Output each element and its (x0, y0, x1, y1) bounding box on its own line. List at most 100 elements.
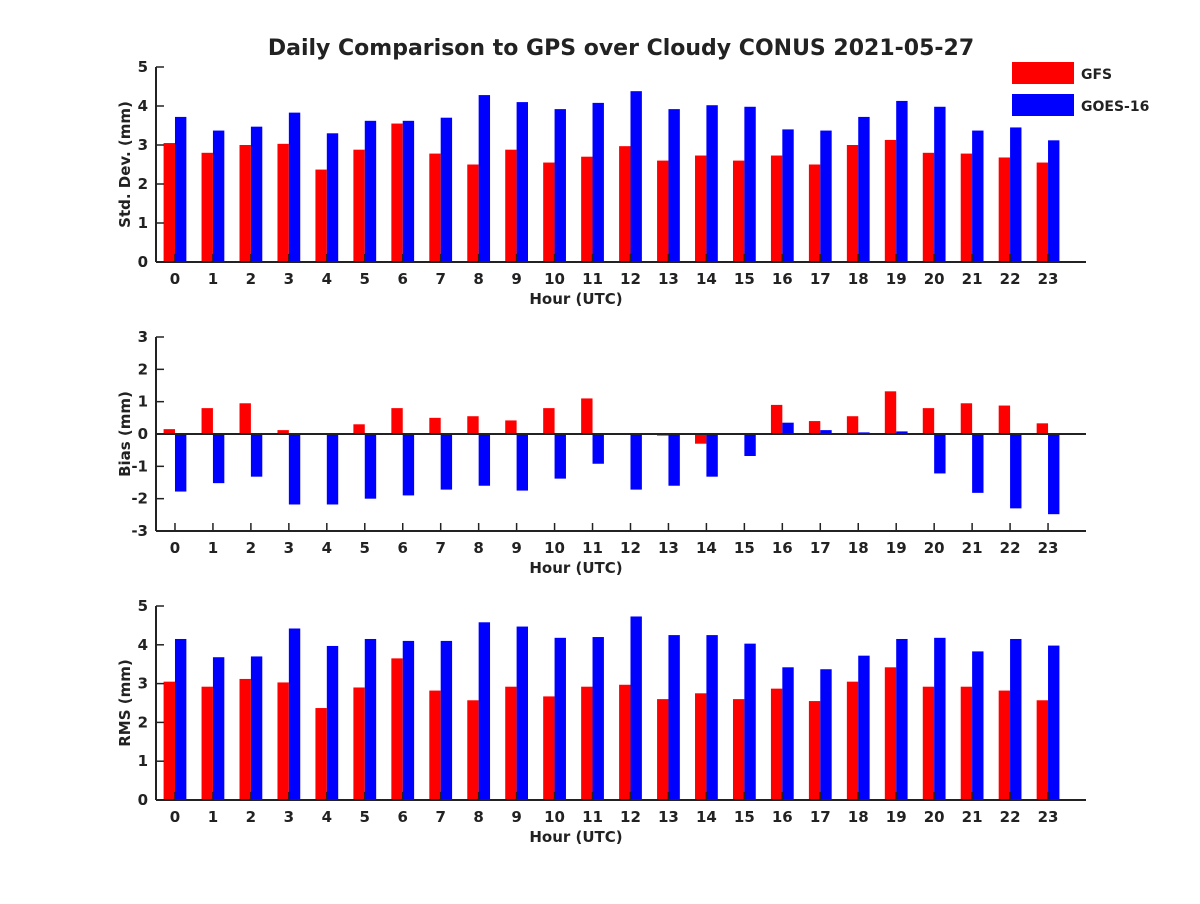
panel-rms-mm-xtick-label-0: 0 (170, 808, 180, 826)
panel-rms-mm-xtick-label-7: 7 (435, 808, 445, 826)
panel-bias-mm-bar-goes-16-hour-2 (250, 434, 263, 477)
panel-std-dev-mm-bar-goes-16-hour-19 (896, 100, 908, 263)
panel-std-dev-mm-xtick-label-20: 20 (924, 270, 945, 288)
panel-bias-mm-bar-goes-16-hour-9 (516, 434, 528, 491)
panel-std-dev-mm-bar-goes-16-hour-3 (288, 112, 301, 262)
panel-std-dev-mm-xtick-label-6: 6 (398, 270, 408, 288)
panel-bias-mm-bar-goes-16-hour-8 (478, 434, 491, 486)
panel-std-dev-mm-xtick-label-3: 3 (284, 270, 294, 288)
panel-bias-mm-xtick-label-12: 12 (620, 539, 641, 557)
panel-std-dev-mm-bar-gfs-hour-16 (770, 155, 783, 262)
panel-rms-mm-xtick-label-14: 14 (696, 808, 717, 826)
panel-bias-mm-xtick-label-15: 15 (734, 539, 755, 557)
panel-std-dev-mm-bar-goes-16-hour-22 (1010, 127, 1022, 262)
panel-rms-mm-bar-gfs-hour-20 (922, 686, 935, 800)
panel-std-dev-mm-bar-gfs-hour-3 (277, 143, 289, 262)
panel-rms-mm-bar-goes-16-hour-15 (744, 643, 756, 800)
panel-bias-mm-bar-gfs-hour-23 (1036, 423, 1049, 434)
panel-rms-mm-bar-goes-16-hour-23 (1048, 645, 1060, 800)
panel-bias-mm-bar-goes-16-hour-20 (934, 434, 946, 474)
panel-std-dev-mm-bar-goes-16-hour-18 (858, 116, 870, 262)
panel-bias-mm-xtick-label-11: 11 (582, 539, 603, 557)
panel-bias-mm-bar-goes-16-hour-3 (288, 434, 301, 505)
panel-rms-mm-xtick-label-22: 22 (1000, 808, 1021, 826)
panel-std-dev-mm-bar-gfs-hour-9 (505, 149, 517, 262)
legend-swatch-goes16 (1012, 94, 1074, 116)
panel-bias-mm-bar-gfs-hour-10 (543, 408, 555, 434)
panel-std-dev-mm-xtick-label-1: 1 (208, 270, 218, 288)
panel-rms-mm-bar-gfs-hour-0 (163, 681, 175, 800)
panel-std-dev-mm-bar-goes-16-hour-9 (516, 102, 528, 262)
panel-rms-mm-bar-gfs-hour-6 (391, 658, 403, 800)
panel-std-dev-mm-ytick-label-2: 2 (138, 175, 148, 193)
panel-bias-mm-bar-gfs-hour-2 (239, 403, 251, 434)
panel-bias-mm-bar-gfs-hour-16 (770, 404, 783, 434)
panel-rms-mm-xtick-label-13: 13 (658, 808, 679, 826)
panel-rms-mm-xtick-label-17: 17 (810, 808, 831, 826)
panel-rms-mm-bar-goes-16-hour-20 (934, 637, 946, 800)
panel-bias-mm-bar-gfs-hour-17 (808, 421, 821, 434)
panel-rms-mm-xtick-label-12: 12 (620, 808, 641, 826)
panel-rms-mm-xtick-label-1: 1 (208, 808, 218, 826)
panel-rms-mm-bar-gfs-hour-22 (998, 690, 1011, 800)
panel-rms-mm-bar-gfs-hour-15 (732, 699, 745, 800)
panel-rms-mm-bar-goes-16-hour-18 (858, 655, 870, 800)
panel-rms-mm-bar-goes-16-hour-8 (478, 622, 491, 800)
panel-std-dev-mm-bar-goes-16-hour-4 (326, 133, 339, 262)
panel-std-dev-mm-bar-gfs-hour-20 (922, 152, 935, 262)
panel-bias-mm-bar-gfs-hour-8 (467, 416, 479, 434)
panel-bias-mm-xtick-label-22: 22 (1000, 539, 1021, 557)
panel-rms-mm-bar-gfs-hour-9 (505, 686, 517, 800)
panel-bias-mm-bar-gfs-hour-22 (998, 405, 1011, 434)
panel-bias-mm-bar-gfs-hour-3 (277, 430, 289, 434)
panel-std-dev-mm-bar-goes-16-hour-17 (820, 130, 832, 262)
panel-bias-mm-ytick-label-1: 1 (138, 393, 148, 411)
panel-std-dev-mm-ytick-label-4: 4 (138, 97, 148, 115)
panel-bias-mm-xtick-label-3: 3 (284, 539, 294, 557)
panel-rms-mm-bar-goes-16-hour-4 (326, 645, 339, 800)
panel-std-dev-mm-bar-gfs-hour-11 (581, 156, 593, 262)
panel-rms-mm-xtick-label-6: 6 (398, 808, 408, 826)
panel-rms-mm-bar-goes-16-hour-9 (516, 626, 528, 800)
panel-std-dev-mm-xtick-label-22: 22 (1000, 270, 1021, 288)
panel-std-dev-mm-xtick-label-12: 12 (620, 270, 641, 288)
panel-bias-mm-bar-gfs-hour-6 (391, 408, 403, 434)
panel-rms-mm-bar-gfs-hour-14 (695, 693, 707, 800)
panel-rms-mm-xtick-label-2: 2 (246, 808, 256, 826)
panel-std-dev-mm-xtick-label-7: 7 (435, 270, 445, 288)
panel-std-dev-mm-bar-goes-16-hour-16 (782, 129, 794, 262)
panel-std-dev-mm-bar-goes-16-hour-0 (174, 116, 187, 262)
panel-rms-mm-bar-goes-16-hour-1 (212, 657, 225, 800)
panel-bias-mm-bar-gfs-hour-9 (505, 420, 517, 434)
panel-std-dev-mm-bar-gfs-hour-21 (960, 153, 973, 262)
panel-rms-mm-ytick-label-5: 5 (138, 597, 148, 615)
panel-rms-mm-ytick-label-3: 3 (138, 675, 148, 693)
panel-rms-mm-bar-goes-16-hour-19 (896, 638, 908, 800)
panel-rms-mm-xtick-label-5: 5 (360, 808, 370, 826)
panel-std-dev-mm-bar-gfs-hour-19 (884, 139, 897, 262)
panel-bias-mm-xtick-label-6: 6 (398, 539, 408, 557)
panel-std-dev-mm-xlabel: Hour (UTC) (529, 290, 622, 308)
panel-std-dev-mm-bar-gfs-hour-5 (353, 149, 365, 262)
panel-rms-mm-bar-goes-16-hour-12 (630, 616, 642, 800)
panel-bias-mm-bar-gfs-hour-7 (429, 417, 441, 434)
chart-title: Daily Comparison to GPS over Cloudy CONU… (268, 36, 974, 61)
panel-std-dev-mm-bar-goes-16-hour-20 (934, 106, 946, 262)
panel-rms-mm-xtick-label-9: 9 (511, 808, 521, 826)
panel-bias-mm-bar-goes-16-hour-14 (706, 434, 718, 477)
panel-std-dev-mm-xtick-label-23: 23 (1038, 270, 1059, 288)
panel-bias-mm-bar-goes-16-hour-16 (782, 422, 794, 434)
panel-rms-mm-bar-goes-16-hour-11 (592, 637, 604, 800)
panel-std-dev-mm-bar-goes-16-hour-1 (212, 130, 225, 262)
panel-bias-mm-bar-gfs-hour-14 (695, 434, 707, 444)
panel-std-dev-mm-xtick-label-10: 10 (544, 270, 565, 288)
panel-bias-mm-xtick-label-8: 8 (473, 539, 483, 557)
panel-rms-mm-bar-gfs-hour-5 (353, 687, 365, 800)
panel-bias-mm-bar-goes-16-hour-22 (1010, 434, 1022, 509)
panel-std-dev-mm-xtick-label-9: 9 (511, 270, 521, 288)
panel-bias-mm-bar-goes-16-hour-7 (440, 434, 453, 490)
